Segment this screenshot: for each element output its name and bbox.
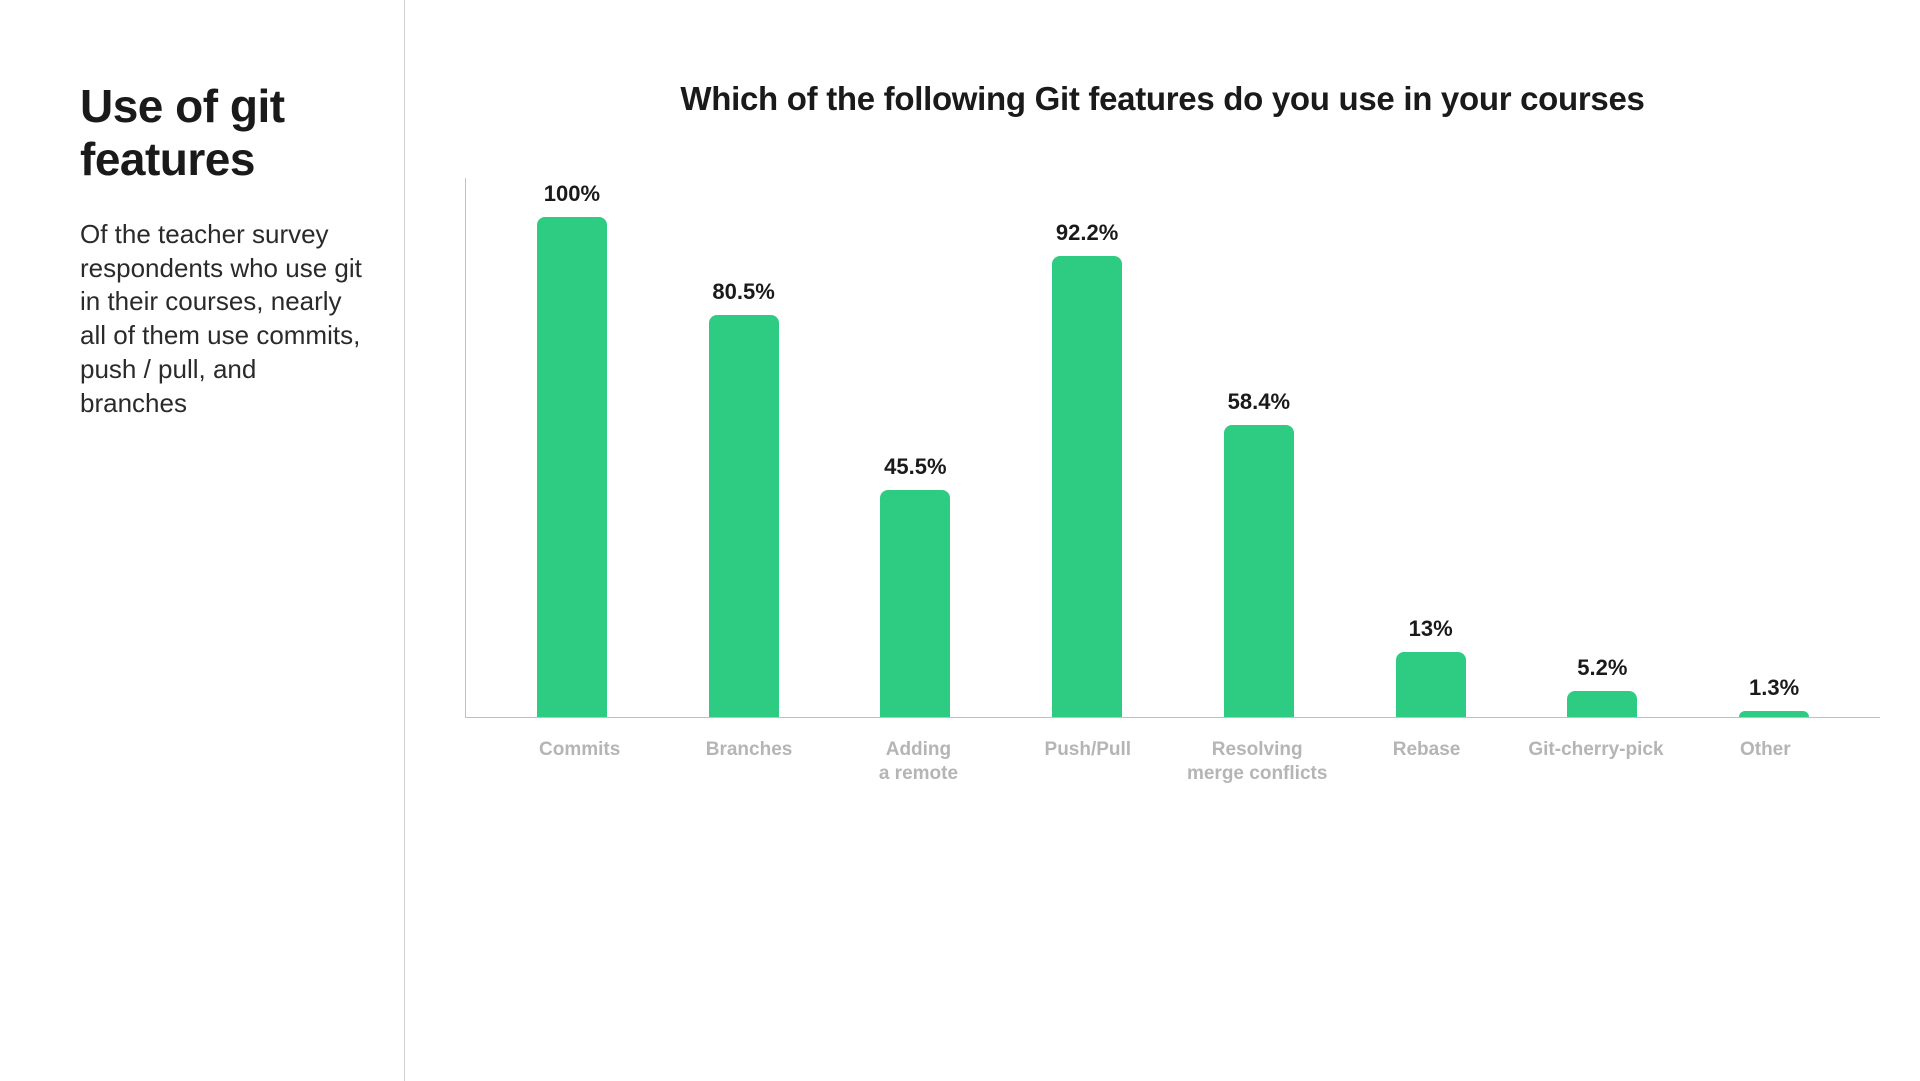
bar-value-label: 13% (1409, 616, 1453, 642)
bar-group: 5.2% (1517, 178, 1689, 717)
bar-group: 1.3% (1688, 178, 1860, 717)
x-axis-label: Addinga remote (834, 738, 1003, 786)
bar-value-label: 80.5% (712, 279, 774, 305)
bar (1224, 425, 1294, 717)
chart-panel: Which of the following Git features do y… (405, 0, 1920, 1081)
x-axis-labels: CommitsBranchesAddinga remotePush/PullRe… (465, 718, 1870, 786)
bar (1567, 691, 1637, 717)
bar-value-label: 92.2% (1056, 220, 1118, 246)
bar-value-label: 100% (544, 181, 600, 207)
bar-value-label: 1.3% (1749, 675, 1799, 701)
bar-value-label: 45.5% (884, 454, 946, 480)
x-axis-label: Git-cherry-pick (1511, 738, 1680, 786)
x-axis-label: Branches (664, 738, 833, 786)
bar-value-label: 5.2% (1577, 655, 1627, 681)
bar-value-label: 58.4% (1228, 389, 1290, 415)
bar (1052, 256, 1122, 717)
x-axis-label: Rebase (1342, 738, 1511, 786)
sidebar-title: Use of git features (80, 80, 369, 186)
bar-group: 92.2% (1001, 178, 1173, 717)
x-axis-label: Other (1681, 738, 1850, 786)
bar (1396, 652, 1466, 717)
bar (1739, 711, 1809, 718)
bars-container: 100% 80.5% 45.5% 92.2% 58.4% 13% 5.2% 1.3% (466, 178, 1880, 717)
bar-group: 13% (1345, 178, 1517, 717)
x-axis-label: Resolvingmerge conflicts (1173, 738, 1342, 786)
sidebar-description: Of the teacher survey respondents who us… (80, 218, 369, 421)
bar (537, 217, 607, 717)
bar-group: 58.4% (1173, 178, 1345, 717)
chart-title: Which of the following Git features do y… (455, 80, 1870, 118)
x-axis-label: Commits (495, 738, 664, 786)
bar-group: 45.5% (830, 178, 1002, 717)
x-axis-label: Push/Pull (1003, 738, 1172, 786)
bar-group: 80.5% (658, 178, 830, 717)
bar (880, 490, 950, 718)
chart-area: 100% 80.5% 45.5% 92.2% 58.4% 13% 5.2% 1.3% (465, 178, 1880, 718)
bar (709, 315, 779, 718)
sidebar: Use of git features Of the teacher surve… (0, 0, 405, 1081)
bar-group: 100% (486, 178, 658, 717)
